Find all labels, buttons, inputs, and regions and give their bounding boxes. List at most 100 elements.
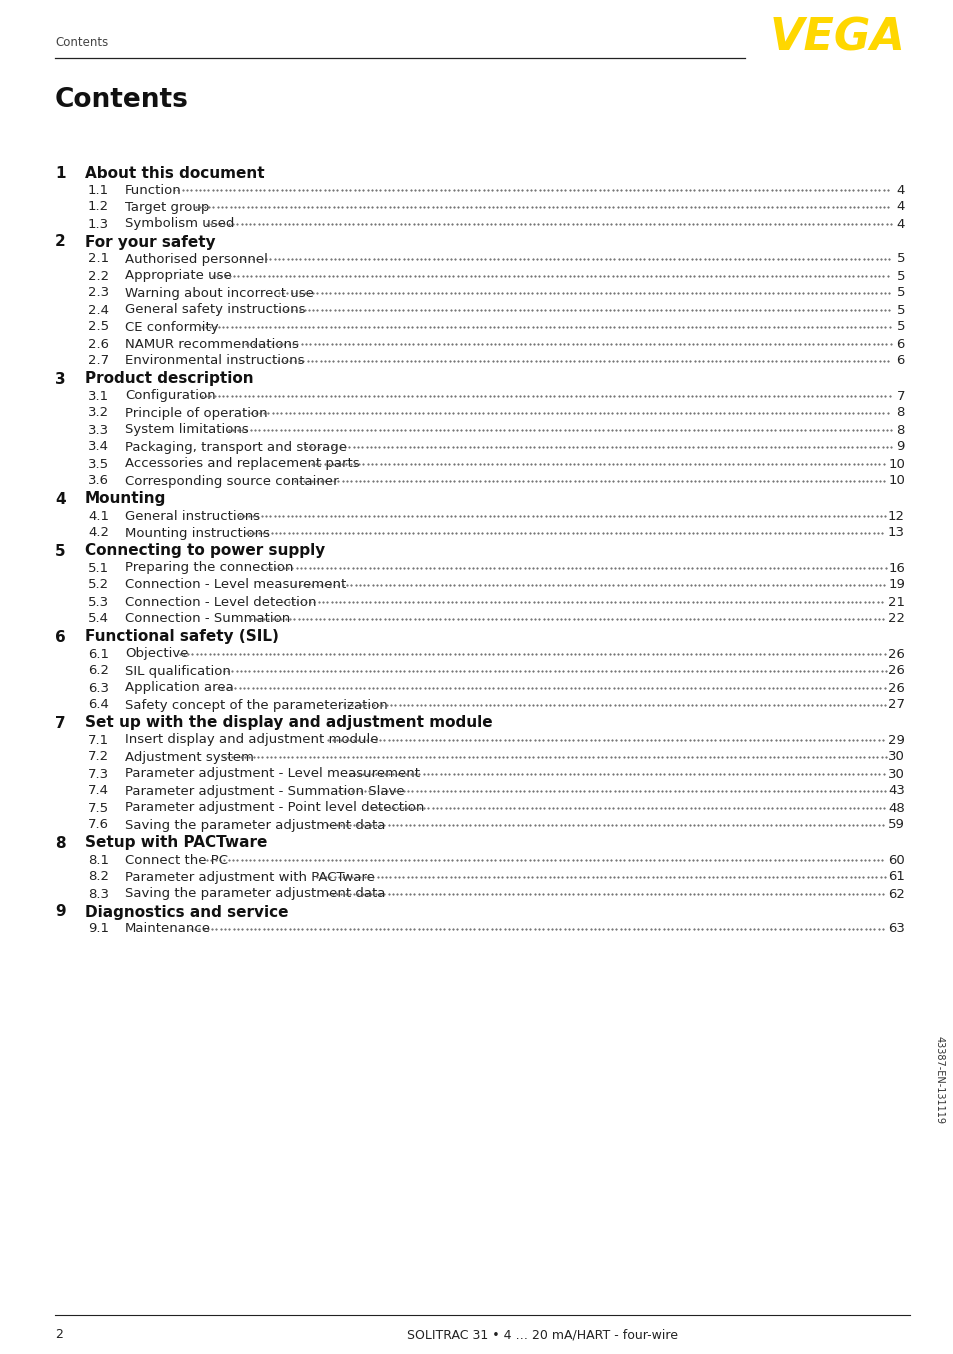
Text: Saving the parameter adjustment data: Saving the parameter adjustment data — [125, 887, 385, 900]
Text: Connection - Level detection: Connection - Level detection — [125, 596, 316, 608]
Text: 2.2: 2.2 — [88, 269, 109, 283]
Text: 2.1: 2.1 — [88, 252, 109, 265]
Text: Contents: Contents — [55, 87, 189, 112]
Text: 5.4: 5.4 — [88, 612, 109, 626]
Text: 60: 60 — [887, 853, 904, 867]
Text: 7.2: 7.2 — [88, 750, 109, 764]
Text: About this document: About this document — [85, 165, 264, 180]
Text: Function: Function — [125, 184, 182, 196]
Text: Parameter adjustment - Level measurement: Parameter adjustment - Level measurement — [125, 768, 419, 780]
Text: 5: 5 — [55, 543, 66, 558]
Text: Configuration: Configuration — [125, 390, 215, 402]
Text: 9: 9 — [55, 904, 66, 919]
Text: Connection - Level measurement: Connection - Level measurement — [125, 578, 346, 592]
Text: 30: 30 — [887, 768, 904, 780]
Text: 8: 8 — [896, 424, 904, 436]
Text: 1: 1 — [55, 165, 66, 180]
Text: Symbolism used: Symbolism used — [125, 218, 234, 230]
Text: 3.2: 3.2 — [88, 406, 109, 420]
Text: SOLITRAC 31 • 4 … 20 mA/HART - four-wire: SOLITRAC 31 • 4 … 20 mA/HART - four-wire — [407, 1328, 678, 1342]
Text: 16: 16 — [887, 562, 904, 574]
Text: 7.4: 7.4 — [88, 784, 109, 798]
Text: 6.2: 6.2 — [88, 665, 109, 677]
Text: 5: 5 — [896, 321, 904, 333]
Text: 8: 8 — [55, 835, 66, 850]
Text: Connecting to power supply: Connecting to power supply — [85, 543, 325, 558]
Text: 6.3: 6.3 — [88, 681, 109, 695]
Text: 8.2: 8.2 — [88, 871, 109, 884]
Text: 22: 22 — [887, 612, 904, 626]
Text: 9: 9 — [896, 440, 904, 454]
Text: Preparing the connection: Preparing the connection — [125, 562, 294, 574]
Text: Accessories and replacement parts: Accessories and replacement parts — [125, 458, 359, 470]
Text: Parameter adjustment with PACTware: Parameter adjustment with PACTware — [125, 871, 375, 884]
Text: 4.1: 4.1 — [88, 509, 109, 523]
Text: 3.1: 3.1 — [88, 390, 109, 402]
Text: For your safety: For your safety — [85, 234, 215, 249]
Text: Set up with the display and adjustment module: Set up with the display and adjustment m… — [85, 715, 492, 731]
Text: 2.3: 2.3 — [88, 287, 109, 299]
Text: System limitations: System limitations — [125, 424, 249, 436]
Text: Mounting: Mounting — [85, 492, 166, 506]
Text: 43387-EN-131119: 43387-EN-131119 — [934, 1036, 944, 1124]
Text: Authorised personnel: Authorised personnel — [125, 252, 268, 265]
Text: Maintenance: Maintenance — [125, 922, 211, 936]
Text: 5: 5 — [896, 287, 904, 299]
Text: Principle of operation: Principle of operation — [125, 406, 268, 420]
Text: Target group: Target group — [125, 200, 209, 214]
Text: 62: 62 — [887, 887, 904, 900]
Text: Packaging, transport and storage: Packaging, transport and storage — [125, 440, 347, 454]
Text: Parameter adjustment - Summation Slave: Parameter adjustment - Summation Slave — [125, 784, 404, 798]
Text: 4: 4 — [896, 200, 904, 214]
Text: CE conformity: CE conformity — [125, 321, 218, 333]
Text: Corresponding source container: Corresponding source container — [125, 474, 338, 487]
Text: Connection - Summation: Connection - Summation — [125, 612, 290, 626]
Text: 10: 10 — [887, 458, 904, 470]
Text: Functional safety (SIL): Functional safety (SIL) — [85, 630, 278, 645]
Text: 8.1: 8.1 — [88, 853, 109, 867]
Text: 6.4: 6.4 — [88, 699, 109, 711]
Text: 5: 5 — [896, 269, 904, 283]
Text: Application area: Application area — [125, 681, 233, 695]
Text: Product description: Product description — [85, 371, 253, 386]
Text: NAMUR recommendations: NAMUR recommendations — [125, 337, 298, 351]
Text: 4: 4 — [896, 184, 904, 196]
Text: 12: 12 — [887, 509, 904, 523]
Text: 2.7: 2.7 — [88, 355, 109, 367]
Text: 7: 7 — [896, 390, 904, 402]
Text: Appropriate use: Appropriate use — [125, 269, 232, 283]
Text: 10: 10 — [887, 474, 904, 487]
Text: Safety concept of the parameterization: Safety concept of the parameterization — [125, 699, 387, 711]
Text: 13: 13 — [887, 527, 904, 539]
Text: 2: 2 — [55, 234, 66, 249]
Text: Warning about incorrect use: Warning about incorrect use — [125, 287, 314, 299]
Text: 59: 59 — [887, 819, 904, 831]
Text: Environmental instructions: Environmental instructions — [125, 355, 304, 367]
Text: Objective: Objective — [125, 647, 189, 661]
Text: 3.4: 3.4 — [88, 440, 109, 454]
Text: General safety instructions: General safety instructions — [125, 303, 305, 317]
Text: 27: 27 — [887, 699, 904, 711]
Text: 6: 6 — [896, 337, 904, 351]
Text: 8: 8 — [896, 406, 904, 420]
Text: 3.3: 3.3 — [88, 424, 109, 436]
Text: 5: 5 — [896, 252, 904, 265]
Text: 7.6: 7.6 — [88, 819, 109, 831]
Text: 1.3: 1.3 — [88, 218, 109, 230]
Text: 6: 6 — [55, 630, 66, 645]
Text: 9.1: 9.1 — [88, 922, 109, 936]
Text: 3.6: 3.6 — [88, 474, 109, 487]
Text: 6.1: 6.1 — [88, 647, 109, 661]
Text: 7: 7 — [55, 715, 66, 731]
Text: 4: 4 — [55, 492, 66, 506]
Text: 2.6: 2.6 — [88, 337, 109, 351]
Text: 4: 4 — [896, 218, 904, 230]
Text: Adjustment system: Adjustment system — [125, 750, 253, 764]
Text: 2: 2 — [55, 1328, 63, 1342]
Text: 6: 6 — [896, 355, 904, 367]
Text: Diagnostics and service: Diagnostics and service — [85, 904, 288, 919]
Text: 5: 5 — [896, 303, 904, 317]
Text: 30: 30 — [887, 750, 904, 764]
Text: 2.4: 2.4 — [88, 303, 109, 317]
Text: Insert display and adjustment module: Insert display and adjustment module — [125, 734, 378, 746]
